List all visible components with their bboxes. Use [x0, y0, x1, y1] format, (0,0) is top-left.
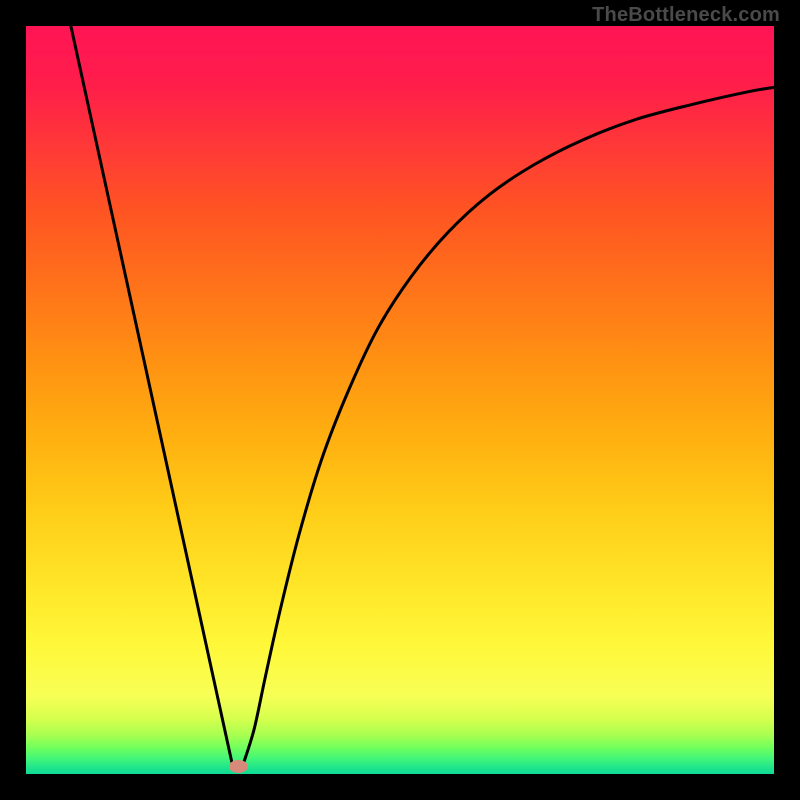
curve-left-branch	[71, 26, 233, 765]
vertex-marker	[229, 761, 247, 773]
chart-overlay-svg	[0, 0, 800, 800]
curve-right-branch	[243, 87, 774, 765]
watermark-text: TheBottleneck.com	[592, 4, 780, 27]
outer-frame: TheBottleneck.com	[0, 0, 800, 800]
